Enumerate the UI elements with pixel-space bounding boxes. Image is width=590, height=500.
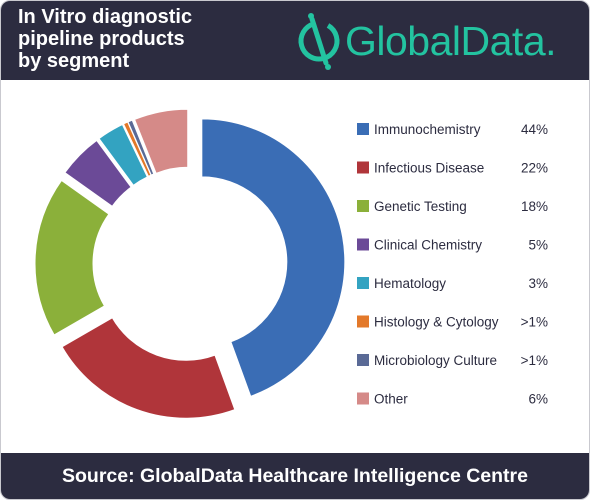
slice-microbiology-culture <box>127 119 155 176</box>
legend-swatch-hematology <box>357 277 369 289</box>
globaldata-logo: GlobalData. <box>297 11 587 73</box>
source-text: Source: GlobalData Healthcare Intelligen… <box>62 465 528 487</box>
legend-value-other: 6% <box>528 392 548 407</box>
legend-value-histology-cytology: >1% <box>521 315 548 330</box>
legend-label-clinical-chemistry: Clinical Chemistry <box>374 238 482 253</box>
legend-swatch-clinical-chemistry <box>357 238 369 251</box>
legend-swatch-genetic-testing <box>357 200 369 212</box>
title-line-1: In Vitro diagnostic <box>18 6 193 28</box>
legend-label-other: Other <box>374 392 408 407</box>
legend-swatch-immunochemistry <box>357 123 369 135</box>
legend-label-hematology: Hematology <box>374 276 446 291</box>
slice-other <box>133 108 189 174</box>
legend-label-histology-cytology: Histology & Cytology <box>374 315 499 330</box>
slice-hematology <box>98 123 148 186</box>
chart-title: In Vitro diagnostic pipeline products by… <box>18 6 258 72</box>
header-bar: In Vitro diagnostic pipeline products by… <box>1 1 589 80</box>
globaldata-logo-icon <box>298 13 340 70</box>
legend-value-microbiology-culture: >1% <box>521 353 548 368</box>
donut-chart: Immunochemistry 44% Infectious Disease 22% G… <box>34 108 548 419</box>
title-line-2: pipeline products <box>18 28 185 50</box>
legend-value-clinical-chemistry: 5% <box>528 238 548 253</box>
globaldata-logo-wordmark: GlobalData. <box>345 18 557 64</box>
legend-label-microbiology-culture: Microbiology Culture <box>374 353 497 368</box>
title-line-3: by segment <box>18 50 130 72</box>
donut-slices <box>34 108 346 419</box>
legend-swatch-infectious-disease <box>357 161 369 174</box>
legend-label-infectious-disease: Infectious Disease <box>374 161 484 176</box>
legend-value-genetic-testing: 18% <box>521 199 548 214</box>
slice-clinical-chemistry <box>64 139 132 207</box>
legend-value-hematology: 3% <box>528 276 548 291</box>
legend-label-immunochemistry: Immunochemistry <box>374 122 481 137</box>
legend-swatch-histology-cytology <box>357 315 369 328</box>
chart-legend: Immunochemistry 44% Infectious Disease 22% G… <box>357 122 548 407</box>
legend-value-infectious-disease: 22% <box>521 161 548 176</box>
source-footer: Source: GlobalData Healthcare Intelligen… <box>1 453 589 499</box>
legend-swatch-other <box>357 392 369 405</box>
legend-value-immunochemistry: 44% <box>521 122 548 137</box>
legend-swatch-microbiology-culture <box>357 354 369 366</box>
legend-label-genetic-testing: Genetic Testing <box>374 199 467 214</box>
slice-infectious-disease <box>61 317 236 419</box>
slice-immunochemistry <box>201 118 346 397</box>
slice-genetic-testing <box>34 179 110 336</box>
